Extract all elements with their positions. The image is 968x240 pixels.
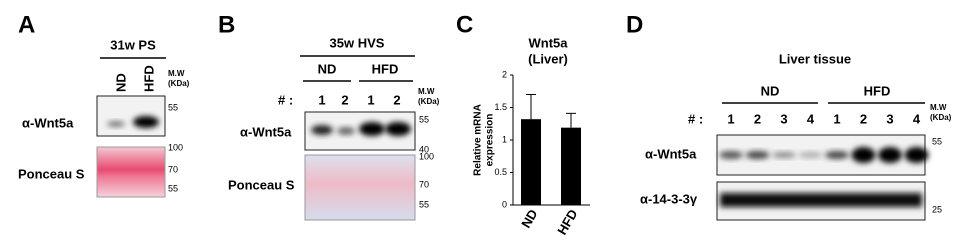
lane-label: 4	[913, 111, 921, 126]
band	[337, 127, 355, 135]
mw-header: M.W	[168, 69, 185, 78]
band	[107, 121, 125, 127]
band	[720, 193, 922, 207]
group-label: ND	[761, 83, 780, 98]
mw-header: (KDa)	[168, 79, 190, 88]
lane-label: 2	[860, 111, 867, 126]
lane-prefix: # :	[278, 92, 293, 107]
mw-marker: 25	[932, 204, 942, 214]
lane-label: 1	[727, 111, 734, 126]
group-label: HFD	[864, 83, 891, 98]
panel-title: 35w HVS	[330, 35, 385, 50]
mw-marker: 55	[168, 183, 178, 193]
ponceau-blot	[96, 146, 166, 198]
bar	[561, 127, 581, 205]
lane-label: 1	[833, 111, 840, 126]
lane-label: 2	[754, 111, 761, 126]
band	[772, 152, 796, 158]
ponceau-blot	[304, 154, 416, 221]
mw-marker: 55	[419, 199, 429, 209]
x-tick-label: HFD	[554, 207, 580, 237]
row-label: Ponceau S	[18, 166, 85, 181]
band	[851, 147, 876, 163]
y-axis-label: expression	[485, 114, 496, 167]
band	[311, 125, 333, 135]
blot	[96, 95, 166, 137]
band	[904, 147, 929, 163]
bar	[521, 119, 541, 205]
row-label: α-Wnt5a	[240, 124, 292, 139]
mw-marker: 55	[932, 136, 942, 146]
y-tick-label: 2	[502, 69, 507, 79]
chart-title: (Liver)	[528, 51, 568, 66]
lane-label: 2	[341, 92, 348, 107]
row-label: α-14-3-3γ	[640, 191, 698, 206]
mw-marker: 55	[168, 102, 178, 112]
panel-letter: C	[456, 11, 473, 38]
panel-title: 31w PS	[110, 37, 156, 52]
mw-marker: 100	[419, 151, 434, 161]
mw-marker: 40	[419, 144, 429, 154]
band	[719, 151, 743, 159]
band	[878, 147, 902, 163]
band	[359, 122, 385, 136]
chart-title: Wnt5a	[529, 35, 569, 50]
lane-label: 3	[780, 111, 787, 126]
mw-marker: 70	[168, 164, 178, 174]
mw-marker: 100	[168, 142, 183, 152]
row-label: Ponceau S	[228, 177, 295, 192]
lane-label: 1	[318, 92, 325, 107]
panel-title: Liver tissue	[779, 51, 851, 66]
mw-marker: 70	[419, 179, 429, 189]
band	[745, 151, 770, 159]
lane-label: ND	[113, 73, 128, 92]
bar-chart: Wnt5a(Liver) Relative mRNA expression 0 0.5 1…	[473, 35, 590, 237]
lane-label: 4	[807, 111, 815, 126]
lane-prefix: # :	[688, 111, 703, 126]
band	[133, 116, 159, 128]
mw-header: (KDa)	[418, 97, 440, 106]
group-label: HFD	[372, 61, 399, 76]
band	[385, 122, 411, 136]
lane-label: 3	[886, 111, 893, 126]
y-axis-label: Relative mRNA	[473, 104, 484, 176]
mw-header: M.W	[418, 87, 435, 96]
lane-label: 2	[393, 92, 400, 107]
panel-letter: D	[626, 11, 643, 38]
row-label: α-Wnt5a	[645, 146, 697, 161]
mw-header: (KDa)	[930, 113, 952, 122]
band	[798, 152, 823, 158]
y-tick-label: 0.5	[494, 167, 507, 177]
row-label: α-Wnt5a	[22, 115, 74, 130]
panel-letter: A	[18, 11, 35, 38]
mw-header: M.W	[930, 103, 947, 112]
band	[825, 151, 849, 159]
mw-marker: 55	[419, 114, 429, 124]
lane-label: 1	[367, 92, 374, 107]
y-tick-label: 0	[502, 199, 507, 209]
group-label: ND	[318, 61, 337, 76]
panel-letter: B	[218, 11, 235, 38]
lane-label: HFD	[141, 65, 156, 92]
y-tick-label: 1.5	[494, 102, 507, 112]
x-tick-label: ND	[518, 207, 540, 231]
y-tick-label: 1	[502, 134, 507, 144]
